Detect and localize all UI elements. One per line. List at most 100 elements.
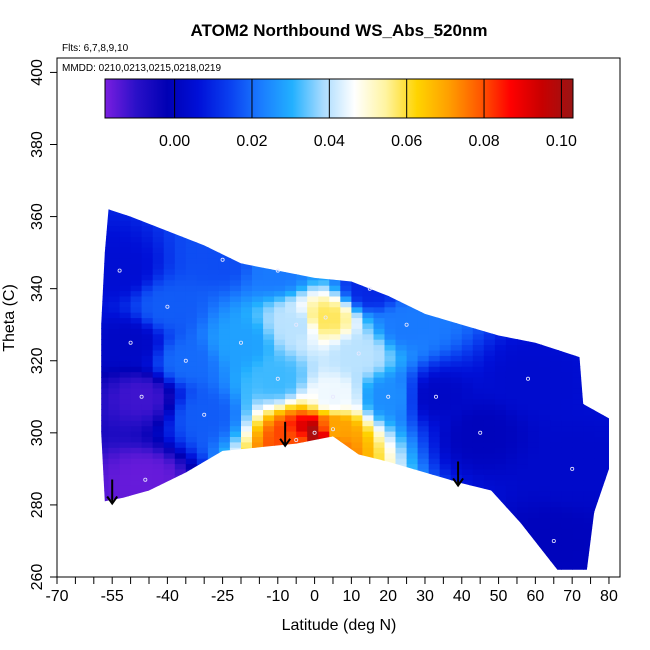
- heat-cell: [406, 490, 419, 497]
- heat-cell: [307, 560, 319, 567]
- heat-cell: [152, 506, 165, 513]
- heat-cell: [384, 339, 397, 346]
- heat-cell: [406, 225, 419, 232]
- heat-cell: [141, 236, 154, 243]
- heat-cell: [450, 339, 463, 346]
- heat-cell: [130, 485, 143, 492]
- heat-cell: [108, 225, 121, 232]
- heat-cell: [340, 533, 352, 540]
- heat-cell: [351, 393, 363, 400]
- heat-cell: [318, 506, 330, 513]
- heat-cell: [406, 349, 419, 356]
- heat-cell: [594, 512, 606, 519]
- heat-cell: [340, 420, 352, 427]
- heat-cell: [561, 263, 573, 270]
- heat-cell: [318, 247, 330, 254]
- heat-cell: [108, 468, 121, 475]
- heat-cell: [241, 290, 253, 297]
- heat-cell: [318, 290, 330, 297]
- heat-cell: [428, 295, 441, 302]
- heat-cell: [152, 377, 165, 383]
- heat-cell: [461, 214, 474, 221]
- heat-cell: [351, 333, 363, 340]
- heat-cell: [439, 387, 452, 394]
- heat-cell: [296, 317, 308, 324]
- heat-cell: [440, 199, 452, 205]
- heat-cell: [340, 387, 352, 394]
- heat-cell: [101, 533, 110, 540]
- heat-cell: [185, 268, 198, 275]
- heat-cell: [417, 322, 430, 329]
- heat-cell: [185, 306, 198, 313]
- heat-cell: [101, 490, 110, 497]
- heat-cell: [263, 295, 275, 302]
- heat-cell: [428, 431, 441, 437]
- heat-cell: [263, 539, 275, 546]
- heat-cell: [252, 474, 264, 481]
- heat-cell: [318, 209, 330, 216]
- heat-cell: [384, 404, 397, 410]
- heat-cell: [417, 441, 430, 448]
- heat-cell: [174, 274, 187, 281]
- heat-cell: [263, 263, 275, 270]
- heat-cell: [163, 539, 176, 546]
- heat-cell: [428, 312, 441, 319]
- heat-cell: [472, 339, 485, 346]
- heat-cell: [101, 209, 110, 210]
- heat-cell: [483, 560, 496, 567]
- heat-cell: [119, 290, 132, 297]
- heat-cell: [196, 555, 209, 562]
- heat-cell: [362, 447, 374, 454]
- heat-cell: [296, 339, 308, 346]
- heat-cell: [561, 479, 573, 486]
- heat-cell: [307, 209, 319, 210]
- heat-cell: [197, 199, 209, 205]
- heat-cell: [483, 436, 496, 443]
- heat-cell: [384, 247, 397, 254]
- heat-cell: [229, 290, 242, 297]
- x-tick-label: 50: [490, 588, 508, 605]
- heat-cell: [428, 349, 441, 356]
- heat-cell: [428, 387, 441, 394]
- heat-cell: [417, 512, 430, 519]
- heat-cell: [461, 279, 474, 286]
- heat-cell: [351, 398, 363, 405]
- heat-cell: [528, 360, 540, 367]
- heat-cell: [229, 214, 242, 221]
- heat-cell: [417, 447, 430, 454]
- heat-cell: [274, 295, 286, 302]
- heat-cell: [351, 447, 363, 454]
- heat-cell: [539, 279, 551, 286]
- heat-cell: [505, 344, 518, 351]
- heat-cell: [285, 274, 297, 281]
- heat-cell: [395, 377, 408, 383]
- heat-cell: [241, 285, 253, 292]
- heat-cell: [594, 279, 606, 286]
- heat-cell: [528, 258, 540, 264]
- heat-cell: [505, 290, 518, 297]
- heat-cell: [461, 414, 474, 421]
- heat-cell: [274, 279, 286, 286]
- heat-cell: [130, 490, 143, 497]
- heat-cell: [505, 431, 518, 437]
- heat-cell: [296, 263, 308, 270]
- heat-cell: [307, 495, 319, 502]
- heat-cell: [285, 474, 297, 481]
- heat-cell: [484, 199, 496, 205]
- heat-cell: [505, 263, 518, 270]
- heat-cell: [351, 274, 363, 281]
- heat-cell: [494, 328, 507, 335]
- heat-cell: [185, 377, 198, 383]
- heat-cell: [439, 393, 452, 400]
- heat-cell: [528, 199, 540, 205]
- heat-cell: [318, 431, 330, 437]
- heat-cell: [296, 512, 308, 519]
- heat-cell: [285, 458, 297, 465]
- heat-cell: [572, 236, 584, 243]
- heat-cell: [417, 225, 430, 232]
- heat-cell: [241, 490, 253, 497]
- heat-cell: [561, 414, 573, 421]
- heat-cell: [483, 366, 496, 373]
- heat-cell: [296, 220, 308, 227]
- heat-cell: [318, 220, 330, 227]
